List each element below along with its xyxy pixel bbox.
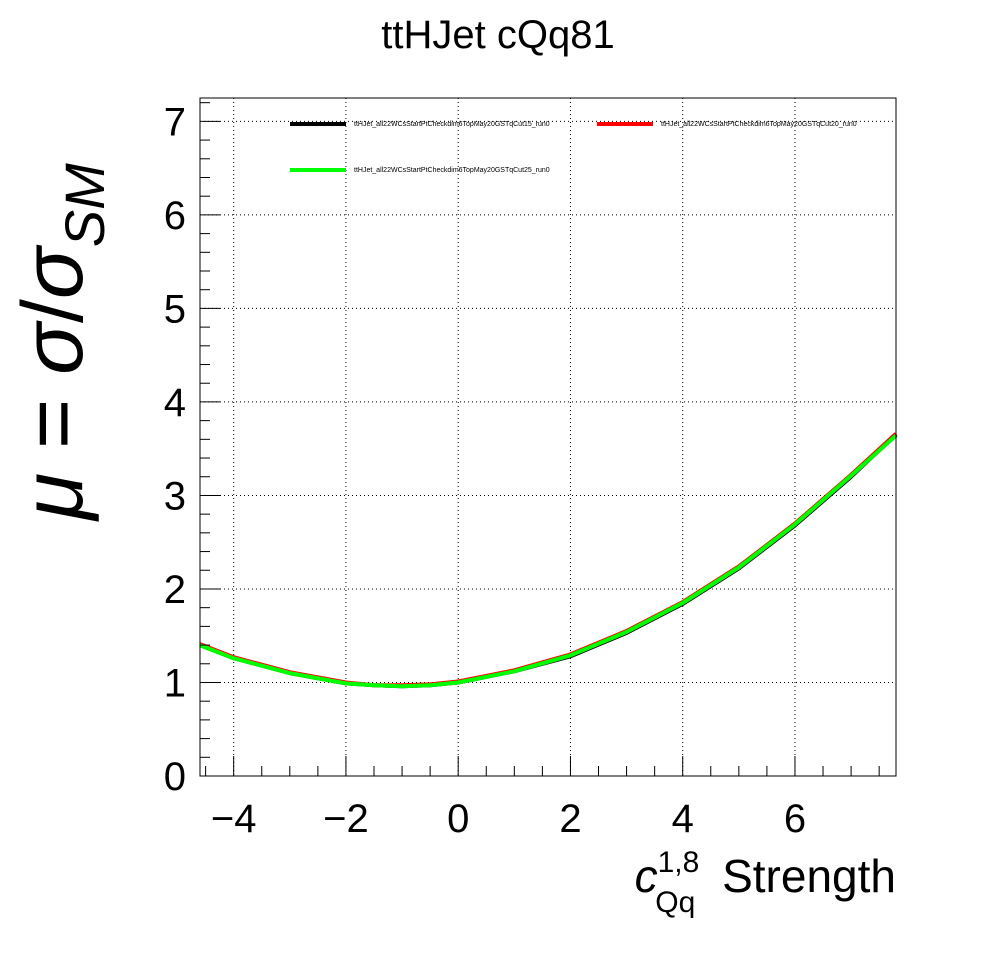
x-axis-label-symbol: c xyxy=(635,850,658,902)
y-tick-label: 5 xyxy=(164,287,186,331)
legend-label-1: ttHJet_all22WCsStartPtCheckdim6TopMay20G… xyxy=(354,121,550,128)
y-axis-label-mu: μ xyxy=(5,473,101,522)
y-tick-label: 6 xyxy=(164,194,186,238)
plot-frame xyxy=(199,97,897,777)
x-tick-label: 4 xyxy=(672,797,694,841)
y-tick-label: 4 xyxy=(164,381,186,425)
legend-label-2: ttHJet_all22WCsStartPtCheckdim6TopMay20G… xyxy=(661,121,857,128)
x-axis-label-subscript: Qq xyxy=(655,886,695,919)
x-axis-label: c1,8 Qq Strength xyxy=(635,846,896,919)
series-line-3 xyxy=(199,434,898,689)
y-axis-tick-labels: 0 1 2 3 4 5 6 7 xyxy=(164,100,186,799)
axis-ticks xyxy=(200,102,880,777)
grid xyxy=(200,98,896,776)
x-tick-label: 0 xyxy=(447,797,469,841)
x-tick-label: 6 xyxy=(784,797,806,841)
y-tick-label: 2 xyxy=(164,568,186,612)
x-tick-label: −4 xyxy=(211,797,257,841)
x-tick-label: 2 xyxy=(559,797,581,841)
x-axis-label-text xyxy=(709,850,722,902)
y-tick-label: 3 xyxy=(164,474,186,518)
y-axis-label-sigma-sm: σ xyxy=(5,244,101,299)
legend-label-3: ttHJet_all22WCsStartPtCheckdim6TopMay20G… xyxy=(354,167,550,174)
legend: ttHJet_all22WCsStartPtCheckdim6TopMay20G… xyxy=(290,121,857,174)
chart-title: ttHJet cQq81 xyxy=(381,13,614,57)
x-axis-tick-labels: −4 −2 0 2 4 6 xyxy=(211,797,806,841)
y-axis-label-equals: = xyxy=(5,375,101,473)
y-tick-label: 1 xyxy=(164,661,186,705)
y-tick-label: 0 xyxy=(164,755,186,799)
x-axis-label-strength: Strength xyxy=(722,850,896,902)
y-axis-label-sigma: σ xyxy=(5,320,101,375)
x-axis-label-superscript: 1,8 xyxy=(658,846,700,879)
y-tick-label: 7 xyxy=(164,100,186,144)
y-axis-label: μ = σ/σSM xyxy=(5,163,116,522)
y-axis-label-sm: SM xyxy=(53,163,116,247)
series-layer xyxy=(199,432,898,689)
y-axis-label-slash: / xyxy=(5,299,101,323)
x-tick-label: −2 xyxy=(323,797,369,841)
